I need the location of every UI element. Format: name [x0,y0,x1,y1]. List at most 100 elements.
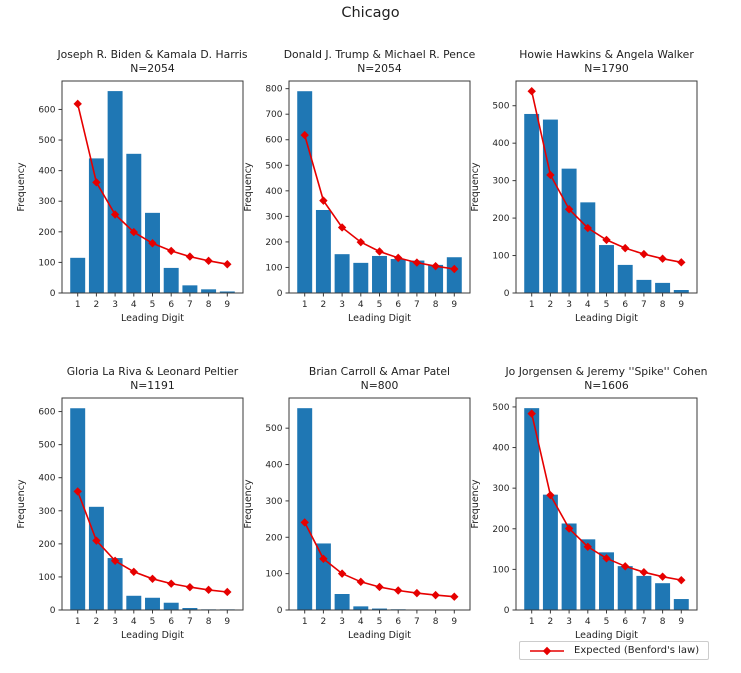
y-tick-label: 300 [38,197,55,207]
bar-digit-6 [163,602,179,610]
expected-marker-digit-8 [658,254,667,263]
y-axis-ticks: 0 100 200 300 400 500 600 [38,105,62,299]
bar-digit-4 [353,606,369,610]
y-tick-label: 600 [38,105,55,115]
bar-digit-5 [145,212,160,293]
x-tick-label: 8 [433,617,439,627]
expected-marker-digit-5 [148,239,157,248]
x-tick-label: 4 [358,617,364,627]
expected-marker-digit-5 [602,235,611,245]
x-tick-label: 8 [206,617,212,627]
y-axis-ticks: 0 100 200 300 400 500 600 700 800 [265,85,289,299]
subplot-sample-size: N=1606 [584,379,629,392]
x-tick-label: 5 [377,617,383,627]
subplot-title: Joseph R. Biden & Kamala D. Harris [56,48,247,61]
x-tick-label: 9 [451,617,457,627]
x-tick-label: 3 [339,300,345,310]
bar-digit-3 [107,558,123,610]
bar-digit-2 [315,543,331,610]
expected-marker-digit-1 [73,99,82,109]
y-tick-label: 0 [504,289,510,299]
bar-digit-4 [580,539,596,610]
x-tick-label: 9 [451,300,457,310]
bar-digit-3 [107,91,123,293]
expected-marker-digit-5 [375,247,384,256]
x-tick-label: 1 [75,617,81,627]
bar-digit-7 [409,260,425,293]
legend-expected-benford: Expected (Benford's law) [519,641,710,660]
subplot-carroll-patel: Brian Carroll & Amar PatelN=800010020030… [243,365,471,641]
x-tick-label: 7 [641,300,647,310]
x-tick-label: 7 [187,617,193,627]
y-tick-label: 600 [265,136,282,146]
bar-digit-8 [201,289,217,293]
y-tick-label: 800 [265,85,282,95]
y-axis-label: Frequency [243,162,254,211]
x-tick-label: 4 [585,617,591,627]
x-tick-label: 6 [168,617,174,627]
subplot-sample-size: N=1790 [584,62,629,75]
y-tick-label: 400 [492,444,509,454]
x-tick-label: 8 [660,300,666,310]
x-tick-label: 2 [94,300,100,310]
y-tick-label: 400 [492,139,509,149]
x-tick-label: 9 [678,300,684,310]
y-axis-ticks: 0 100 200 300 400 500 [492,403,516,616]
y-axis-ticks: 0 100 200 300 400 500 600 [38,408,62,616]
x-axis-label: Leading Digit [348,630,411,641]
bar-digit-3 [561,523,577,610]
bar-digit-2 [88,506,104,610]
y-axis-label: Frequency [470,479,481,528]
y-tick-label: 300 [38,507,55,517]
y-tick-label: 600 [38,408,55,418]
y-tick-label: 0 [504,606,510,616]
expected-marker-digit-1 [527,86,536,96]
bar-digit-2 [88,158,104,293]
bar-digit-9 [446,257,462,293]
x-axis-label: Leading Digit [575,630,638,641]
x-tick-label: 8 [433,300,439,310]
y-tick-label: 100 [265,570,282,580]
y-tick-label: 0 [277,289,283,299]
x-tick-label: 9 [224,300,230,310]
x-tick-label: 6 [622,300,628,310]
subplot-sample-size: N=800 [361,379,399,392]
y-tick-label: 500 [265,161,282,171]
x-tick-label: 3 [112,300,118,310]
bar-digit-6 [390,259,406,293]
expected-marker-digit-4 [129,227,139,237]
subplot-jorgensen-cohen: Jo Jorgensen & Jeremy ''Spike'' CohenN=1… [470,365,708,641]
expected-marker-digit-9 [223,260,232,269]
y-tick-label: 0 [50,289,56,299]
bars-observed [524,408,689,610]
x-tick-label: 3 [339,617,345,627]
expected-marker-digit-7 [639,249,649,259]
y-tick-label: 0 [277,606,283,616]
expected-marker-digit-3 [337,569,347,578]
bar-digit-8 [655,583,671,610]
expected-marker-digit-4 [129,567,139,577]
legend-label: Expected (Benford's law) [574,645,700,656]
bar-digit-7 [636,279,652,293]
bar-digit-5 [372,255,387,293]
legend-line-diamond-icon [530,646,564,655]
subplot-sample-size: N=1191 [130,379,175,392]
x-tick-label: 5 [150,300,156,310]
expected-marker-digit-7 [639,567,649,577]
y-tick-label: 500 [38,441,55,451]
x-tick-label: 4 [131,617,137,627]
y-tick-label: 500 [492,102,509,112]
y-tick-label: 300 [265,497,282,507]
y-tick-label: 300 [265,212,282,222]
bar-digit-7 [182,608,198,610]
expected-benford-line [300,130,459,274]
bar-digit-2 [542,119,558,294]
y-tick-label: 500 [492,403,509,413]
bar-digit-1 [524,113,540,294]
expected-marker-digit-9 [677,575,686,585]
x-tick-label: 8 [206,300,212,310]
subplot-title: Brian Carroll & Amar Patel [309,365,450,378]
y-tick-label: 700 [265,110,282,120]
